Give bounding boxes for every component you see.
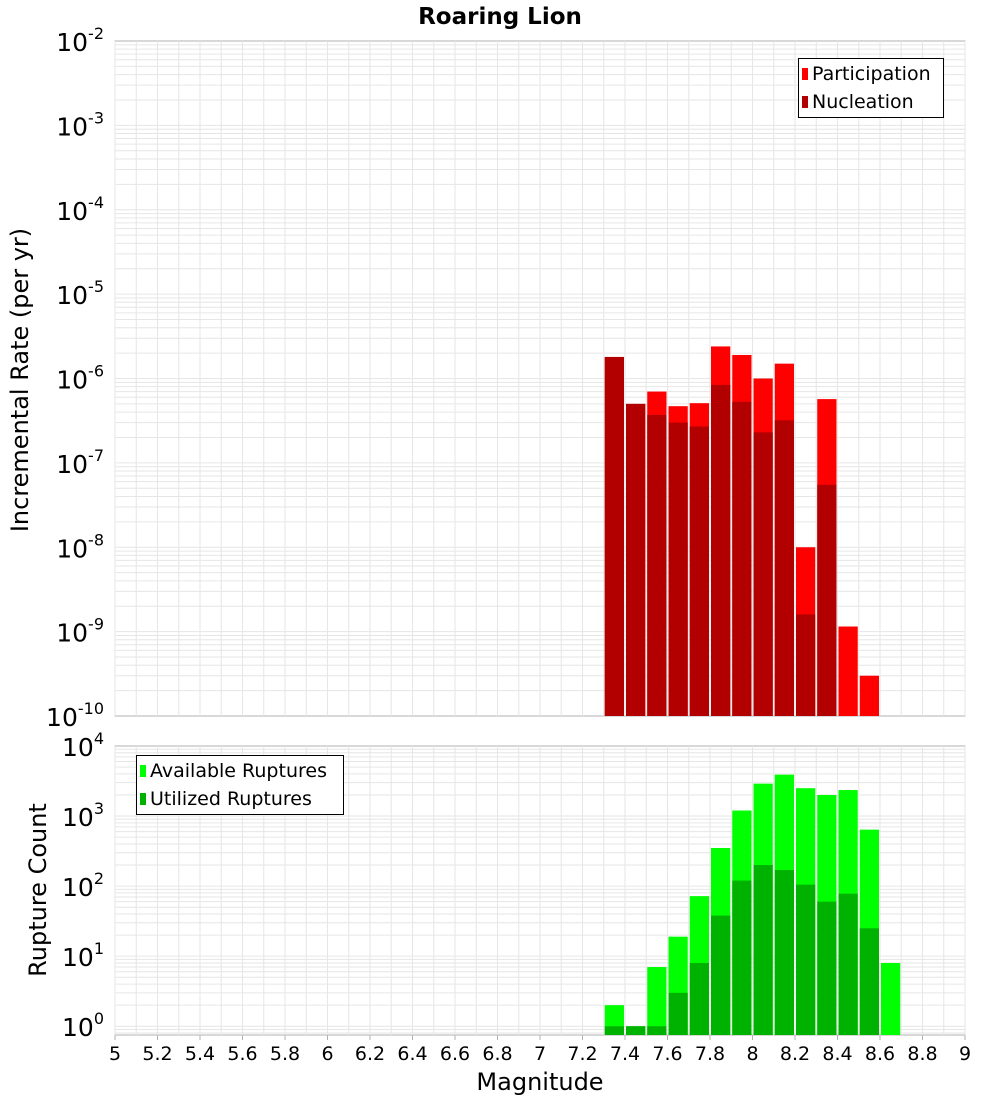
x-tick-label: 9 — [959, 1043, 971, 1065]
rate-y-axis-label: Incremental Rate (per yr) — [6, 228, 34, 532]
legend-label-utilized: Utilized Ruptures — [150, 788, 312, 810]
legend-item-participation: Participation — [799, 60, 943, 88]
x-tick-label: 6.2 — [355, 1043, 385, 1065]
x-tick-label: 8.4 — [822, 1043, 852, 1065]
count-utilized-ruptures-bar — [711, 915, 731, 1035]
legend-label-available: Available Ruptures — [150, 760, 327, 782]
rate-y-tick-label: 10-3 — [56, 108, 104, 141]
count-y-tick-label: 103 — [62, 799, 104, 832]
rate-y-tick-label: 10-10 — [46, 699, 104, 732]
legend-item-available: Available Ruptures — [137, 757, 343, 785]
rate-y-tick-label: 10-7 — [56, 446, 104, 479]
rate-nucleation-bar — [647, 414, 667, 716]
count-bars — [604, 774, 901, 1035]
rate-y-tick-label: 10-4 — [56, 193, 104, 226]
rate-y-tick-label: 10-6 — [56, 362, 104, 395]
rate-participation-bar — [838, 626, 858, 716]
x-tick-label: 7.6 — [652, 1043, 682, 1065]
rate-y-tick-label: 10-5 — [56, 277, 104, 310]
count-available-ruptures-bar — [647, 967, 667, 1035]
count-y-axis-label: Rupture Count — [24, 803, 52, 977]
x-tick-label: 5.2 — [142, 1043, 172, 1065]
utilized-swatch — [140, 793, 146, 805]
count-y-ticks: 100 101 102 103 104 — [62, 729, 104, 1042]
x-axis-ticks: 5 5.2 5.4 5.6 5.8 6 6.2 6.4 6.6 6.8 7 7.2 7.4 7.6 7.8 8… — [109, 1035, 971, 1065]
x-tick-label: 8 — [746, 1043, 758, 1065]
rate-nucleation-bar — [753, 432, 773, 716]
rate-nucleation-bar — [604, 356, 624, 716]
count-utilized-ruptures-bar — [604, 1026, 624, 1035]
x-tick-label: 7.2 — [567, 1043, 597, 1065]
count-y-tick-label: 101 — [62, 939, 104, 972]
x-tick-label: 7.4 — [610, 1043, 640, 1065]
rate-plot-panel: 10-10 10-9 10-8 10-7 10-6 10-5 10-4 10-3 10-2 — [46, 24, 966, 732]
count-utilized-ruptures-bar — [817, 901, 837, 1035]
count-y-tick-label: 104 — [62, 729, 104, 762]
x-tick-label: 8.6 — [865, 1043, 895, 1065]
chart-title: Roaring Lion — [418, 4, 582, 30]
rate-y-ticks: 10-10 10-9 10-8 10-7 10-6 10-5 10-4 10-3 10-2 — [46, 24, 104, 732]
count-legend: Available Ruptures Utilized Ruptures — [136, 755, 344, 815]
rate-nucleation-bar — [711, 384, 731, 716]
rate-legend: Participation Nucleation — [798, 58, 944, 118]
x-tick-label: 5.6 — [227, 1043, 257, 1065]
x-tick-label: 7 — [534, 1043, 546, 1065]
count-utilized-ruptures-bar — [689, 962, 709, 1035]
count-utilized-ruptures-bar — [647, 1026, 667, 1035]
count-utilized-ruptures-bar — [732, 880, 752, 1035]
x-tick-label: 5.8 — [270, 1043, 300, 1065]
x-tick-label: 6.6 — [440, 1043, 470, 1065]
count-utilized-ruptures-bar — [838, 893, 858, 1035]
count-available-ruptures-bar — [881, 962, 901, 1035]
rate-nucleation-bar — [817, 484, 837, 716]
count-utilized-ruptures-bar — [774, 869, 794, 1035]
count-utilized-ruptures-bar — [859, 928, 879, 1035]
x-tick-label: 8.2 — [780, 1043, 810, 1065]
x-axis-label: Magnitude — [476, 1068, 603, 1096]
count-y-tick-label: 100 — [62, 1009, 104, 1042]
count-y-tick-label: 102 — [62, 869, 104, 902]
participation-swatch — [802, 68, 808, 80]
x-tick-label: 8.8 — [907, 1043, 937, 1065]
count-utilized-ruptures-bar — [753, 865, 773, 1035]
x-tick-label: 5.4 — [185, 1043, 215, 1065]
x-tick-label: 6.4 — [397, 1043, 427, 1065]
x-tick-label: 5 — [109, 1043, 121, 1065]
rate-y-tick-label: 10-8 — [56, 530, 104, 563]
count-utilized-ruptures-bar — [626, 1026, 646, 1035]
rate-nucleation-bar — [626, 403, 646, 716]
nucleation-swatch — [802, 96, 808, 108]
rate-plot-grid — [114, 41, 966, 716]
count-utilized-ruptures-bar — [668, 992, 688, 1035]
rate-nucleation-bar — [668, 422, 688, 716]
legend-item-nucleation: Nucleation — [799, 88, 943, 116]
x-tick-label: 6 — [321, 1043, 333, 1065]
rate-nucleation-bar — [689, 426, 709, 716]
rate-bars — [604, 346, 879, 716]
available-swatch — [140, 765, 146, 777]
count-utilized-ruptures-bar — [796, 884, 816, 1035]
rate-y-tick-label: 10-2 — [56, 24, 104, 57]
legend-item-utilized: Utilized Ruptures — [137, 785, 343, 813]
x-tick-label: 6.8 — [482, 1043, 512, 1065]
rate-participation-bar — [859, 675, 879, 716]
rate-nucleation-bar — [774, 420, 794, 716]
legend-label-nucleation: Nucleation — [812, 91, 914, 113]
rate-nucleation-bar — [732, 401, 752, 716]
legend-label-participation: Participation — [812, 63, 931, 85]
x-tick-label: 7.8 — [695, 1043, 725, 1065]
rate-y-tick-label: 10-9 — [56, 615, 104, 648]
rate-nucleation-bar — [796, 614, 816, 716]
